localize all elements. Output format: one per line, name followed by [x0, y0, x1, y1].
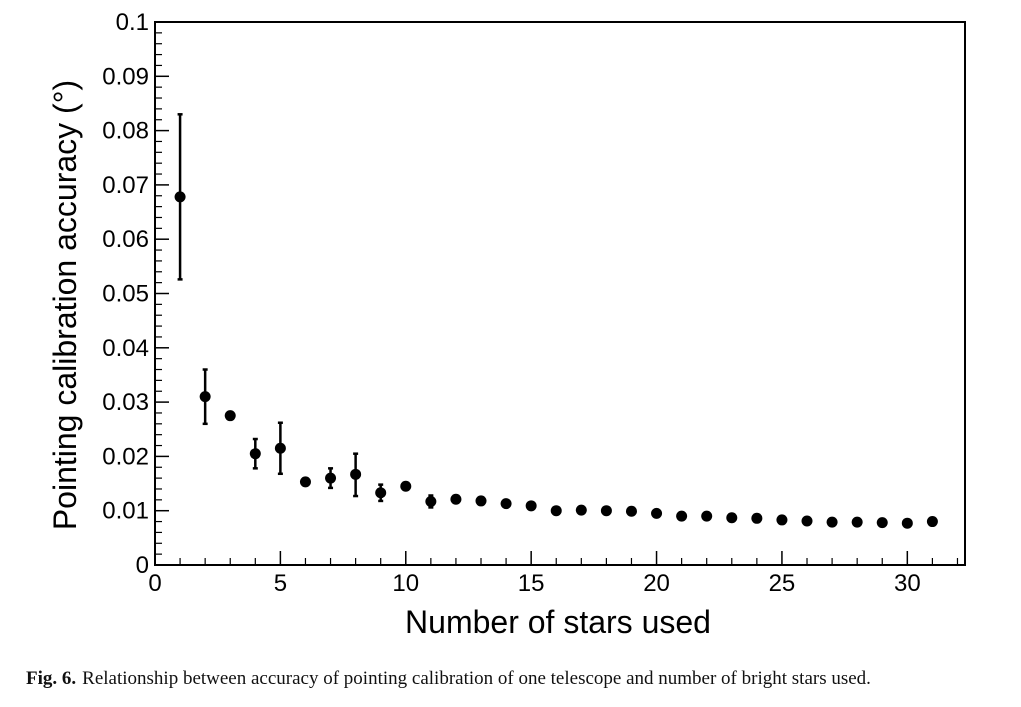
- data-point: [425, 494, 437, 509]
- data-point: [701, 510, 713, 522]
- data-point: [726, 512, 738, 524]
- x-tick-label: 30: [894, 570, 921, 597]
- x-tick-label: 25: [769, 570, 796, 597]
- y-axis-title: Pointing calibration accuracy (°): [47, 80, 83, 530]
- data-marker: [926, 516, 938, 528]
- x-axis-title: Number of stars used: [405, 604, 711, 640]
- data-point: [801, 515, 813, 527]
- x-tick-label: 20: [643, 570, 670, 597]
- data-marker: [525, 500, 537, 512]
- data-point: [826, 516, 838, 528]
- data-marker: [375, 487, 387, 499]
- x-tick-label: 5: [274, 570, 287, 597]
- y-tick-label: 0.1: [116, 9, 149, 36]
- data-point: [575, 504, 587, 516]
- data-marker: [676, 510, 688, 522]
- figure-caption: Fig. 6. Relationship between accuracy of …: [26, 668, 1016, 690]
- figure-caption-label: Fig. 6.: [26, 668, 77, 689]
- y-tick-label: 0.02: [102, 443, 149, 470]
- data-point: [625, 505, 637, 517]
- y-tick-label: 0.07: [102, 172, 149, 199]
- data-marker: [876, 517, 888, 529]
- data-point: [400, 480, 412, 492]
- data-marker: [851, 516, 863, 528]
- data-marker: [325, 472, 337, 484]
- data-point: [475, 495, 487, 507]
- data-point: [676, 510, 688, 522]
- x-tick-label: 0: [148, 570, 161, 597]
- data-point: [450, 493, 462, 505]
- data-point: [174, 113, 186, 281]
- data-marker: [600, 505, 612, 517]
- data-point: [199, 368, 211, 426]
- data-point: [901, 517, 913, 529]
- data-marker: [475, 495, 487, 507]
- data-marker: [776, 514, 788, 526]
- y-tick-label: 0.08: [102, 118, 149, 145]
- y-tick-label: 0.01: [102, 498, 149, 525]
- axis-ticks: [154, 21, 959, 566]
- data-point: [350, 452, 362, 498]
- data-marker: [625, 505, 637, 517]
- data-marker: [400, 480, 412, 492]
- data-markers: [174, 113, 938, 529]
- data-marker: [299, 476, 311, 488]
- data-point: [600, 505, 612, 517]
- data-marker: [575, 504, 587, 516]
- data-marker: [651, 507, 663, 519]
- data-point: [550, 505, 562, 517]
- y-tick-label: 0: [136, 552, 149, 579]
- data-marker: [224, 410, 236, 422]
- x-tick-label: 10: [392, 570, 419, 597]
- data-marker: [174, 191, 186, 203]
- plot-frame: [154, 21, 966, 566]
- data-point: [876, 517, 888, 529]
- y-tick-label: 0.04: [102, 335, 149, 362]
- data-marker: [249, 448, 261, 460]
- y-tick-label: 0.05: [102, 281, 149, 308]
- data-marker: [450, 493, 462, 505]
- data-marker: [726, 512, 738, 524]
- data-point: [224, 410, 236, 422]
- y-tick-label: 0.03: [102, 389, 149, 416]
- data-point: [249, 437, 261, 470]
- x-tick-label: 15: [518, 570, 545, 597]
- data-marker: [901, 517, 913, 529]
- data-marker: [425, 495, 437, 507]
- data-point: [926, 516, 938, 528]
- data-marker: [801, 515, 813, 527]
- tick-labels: 0 5 10 15 20 25 30 0 0.01 0.02 0.03 0.04 0.05 0.06 0.0…: [102, 9, 920, 597]
- y-tick-label: 0.06: [102, 226, 149, 253]
- data-point: [500, 498, 512, 510]
- figure-caption-text: Relationship between accuracy of pointin…: [82, 668, 871, 689]
- data-marker: [550, 505, 562, 517]
- data-point: [851, 516, 863, 528]
- data-marker: [751, 512, 763, 524]
- data-point: [375, 483, 387, 503]
- data-marker: [500, 498, 512, 510]
- y-tick-label: 0.09: [102, 63, 149, 90]
- data-point: [776, 514, 788, 526]
- data-marker: [274, 442, 286, 454]
- data-point: [325, 467, 337, 490]
- data-point: [274, 421, 286, 476]
- data-point: [751, 512, 763, 524]
- data-point: [651, 507, 663, 519]
- data-point: [525, 500, 537, 512]
- data-marker: [350, 468, 362, 480]
- data-point: [299, 476, 311, 488]
- data-marker: [199, 391, 211, 403]
- data-marker: [826, 516, 838, 528]
- data-marker: [701, 510, 713, 522]
